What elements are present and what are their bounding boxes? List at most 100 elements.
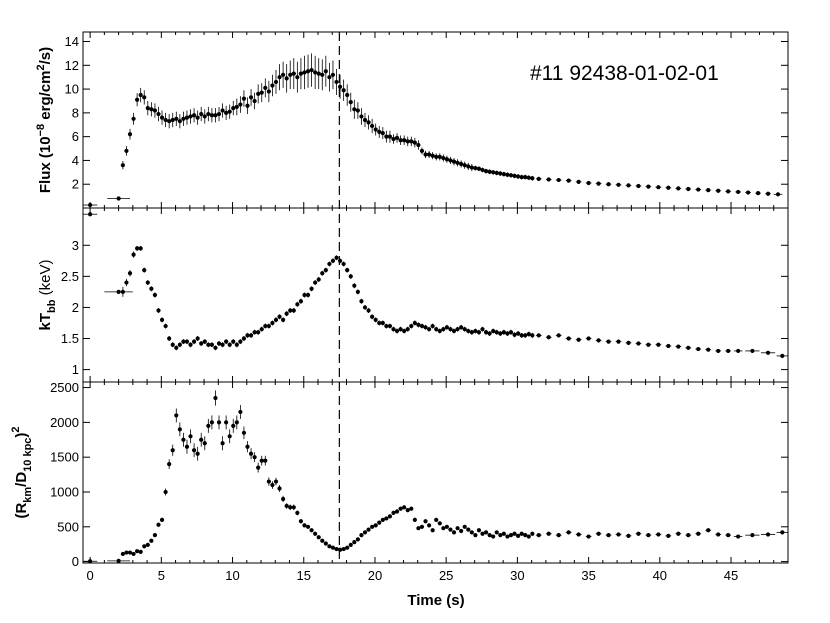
point-marker xyxy=(716,532,721,537)
data-point xyxy=(615,182,622,187)
panel-frame xyxy=(82,207,789,383)
data-point xyxy=(451,328,457,334)
point-marker xyxy=(224,339,229,344)
point-marker xyxy=(170,117,175,123)
point-marker xyxy=(220,108,225,113)
data-point xyxy=(313,280,318,286)
point-marker xyxy=(216,420,222,425)
point-marker xyxy=(626,340,631,345)
point-marker xyxy=(181,437,186,442)
point-marker xyxy=(606,182,611,187)
data-point xyxy=(377,520,382,525)
data-point xyxy=(256,84,261,104)
point-marker xyxy=(405,139,410,144)
point-marker xyxy=(466,328,471,334)
point-marker xyxy=(245,103,250,108)
point-marker xyxy=(298,299,304,304)
data-point xyxy=(441,326,446,332)
point-marker xyxy=(191,113,197,118)
data-point xyxy=(441,526,446,531)
data-point xyxy=(426,150,432,159)
data-point xyxy=(270,74,275,97)
data-point xyxy=(508,172,514,178)
data-point xyxy=(387,130,393,143)
data-point xyxy=(498,171,503,176)
point-marker xyxy=(135,549,140,554)
data-point xyxy=(366,527,371,532)
data-point xyxy=(416,322,421,328)
data-point xyxy=(695,346,702,352)
point-marker xyxy=(241,96,247,101)
data-point xyxy=(195,336,200,341)
data-point xyxy=(776,353,788,358)
point-marker xyxy=(765,191,771,196)
point-marker xyxy=(195,451,200,456)
point-marker xyxy=(313,531,318,536)
point-marker xyxy=(451,159,457,164)
data-point xyxy=(206,106,211,122)
point-marker xyxy=(566,530,571,535)
point-marker xyxy=(195,336,200,341)
point-marker xyxy=(124,148,129,154)
data-point xyxy=(131,112,136,125)
data-point xyxy=(494,329,499,335)
data-point xyxy=(508,533,514,538)
point-marker xyxy=(291,308,296,313)
point-marker xyxy=(508,533,514,538)
point-marker xyxy=(526,332,531,337)
data-point xyxy=(199,432,204,447)
ylabel-sub: bb xyxy=(46,299,58,313)
data-point xyxy=(585,534,592,539)
data-point xyxy=(327,62,332,92)
ylabel-part: erg/cm xyxy=(37,71,54,124)
data-point xyxy=(298,519,304,524)
data-point xyxy=(394,509,400,514)
point-marker xyxy=(483,330,489,335)
data-point xyxy=(330,258,336,264)
data-point xyxy=(387,514,393,519)
point-marker xyxy=(441,526,446,531)
point-marker xyxy=(394,509,400,514)
data-point xyxy=(455,526,460,531)
data-point xyxy=(655,342,662,347)
data-point xyxy=(487,331,492,337)
point-marker xyxy=(245,333,250,338)
point-marker xyxy=(426,152,432,157)
point-marker xyxy=(636,531,641,536)
point-marker xyxy=(234,420,239,425)
point-marker xyxy=(469,530,474,535)
point-marker xyxy=(295,302,300,307)
point-marker xyxy=(348,274,353,279)
data-point xyxy=(423,150,428,159)
data-point xyxy=(505,172,510,178)
data-point xyxy=(188,109,193,124)
point-marker xyxy=(323,268,328,273)
point-marker xyxy=(273,317,279,322)
ylabel-sub: 10 kpc xyxy=(22,438,34,472)
point-marker xyxy=(305,292,311,298)
data-point xyxy=(316,58,321,90)
data-point xyxy=(327,544,332,549)
point-marker xyxy=(238,102,243,107)
data-point xyxy=(523,174,528,180)
data-point xyxy=(216,340,222,346)
data-point xyxy=(575,532,582,537)
point-marker xyxy=(726,189,731,194)
point-marker xyxy=(476,330,482,335)
data-point xyxy=(370,118,375,134)
point-marker xyxy=(245,444,250,449)
data-point xyxy=(124,278,129,287)
point-marker xyxy=(448,327,453,332)
data-point xyxy=(455,326,460,332)
point-marker xyxy=(380,130,385,136)
data-point xyxy=(387,323,393,329)
data-point xyxy=(760,350,776,355)
point-marker xyxy=(391,327,396,332)
point-marker xyxy=(345,268,350,273)
data-point xyxy=(302,55,307,90)
point-marker xyxy=(138,246,143,251)
data-point xyxy=(135,245,140,251)
data-point xyxy=(498,533,503,538)
y-tick-label: 2500 xyxy=(50,380,79,395)
